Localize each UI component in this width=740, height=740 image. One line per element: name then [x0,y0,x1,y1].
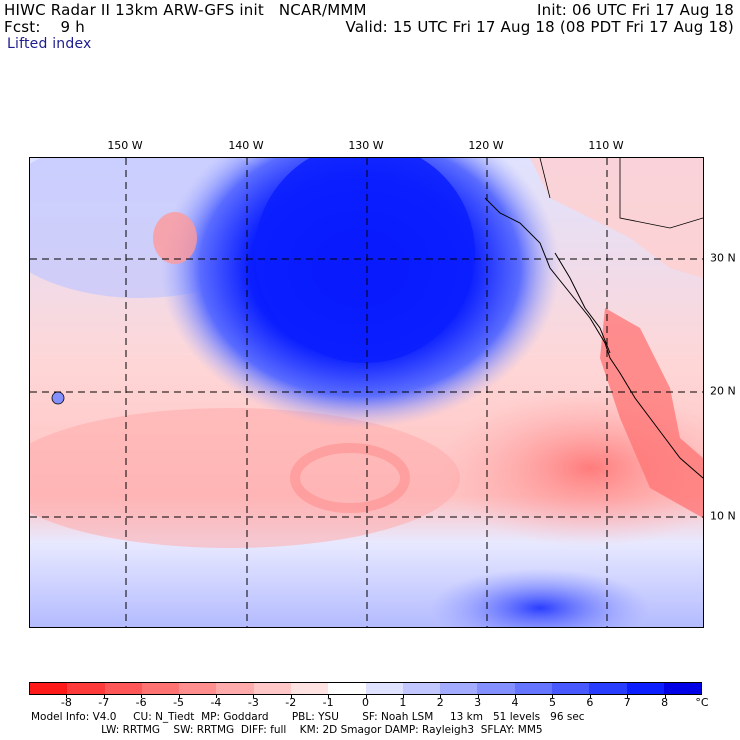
model-title: HIWC Radar II 13km ARW-GFS init NCAR/MMM [4,1,367,19]
colorbar-tick-mark [141,694,143,698]
colorbar-tick-mark [215,694,217,698]
cyclone-ring [290,443,410,513]
lon-label-150w: 150 W [107,139,143,152]
colorbar-tick-mark [440,694,442,698]
map-canvas [30,158,703,627]
colorbar-cell [440,683,478,694]
colorbar-tick-label: 1 [399,696,407,709]
colorbar-tick-label: 2 [436,696,444,709]
colorbar-tick-mark [402,694,404,698]
colorbar-tick-mark [627,694,629,698]
colorbar-cell [253,683,291,694]
colorbar-tick-label: 7 [623,696,631,709]
colorbar-cell [179,683,217,694]
colorbar-cell [104,683,142,694]
colorbar-cell [67,683,105,694]
colorbar-cell [328,683,366,694]
colorbar-cell [365,683,403,694]
colorbar-tick-label: 5 [548,696,556,709]
model-info-line1: Model Info: V4.0 CU: N_Tiedt MP: Goddard… [31,711,585,723]
tropical-warm-band [30,408,460,548]
colorbar-tick-mark [664,694,666,698]
hawaii-island [51,391,65,405]
colorbar-tick-label: -4 [210,696,222,709]
colorbar-cell [626,683,664,694]
colorbar-cell [551,683,590,694]
colorbar-tick-mark [103,694,105,698]
graticule [30,158,703,627]
coastline [484,197,703,479]
colorbar-tick-mark [365,694,367,698]
colorbar-tick-label: -2 [285,696,297,709]
colorbar-tick-mark [589,694,591,698]
colorbar-tick-mark [178,694,180,698]
state-borders [539,158,703,229]
colorbar-tick-label: -6 [135,696,147,709]
baja-coastline [554,252,611,354]
colorbar-unit: °C [695,696,709,709]
lon-label-140w: 140 W [228,139,264,152]
colorbar-tick-label: 0 [362,696,369,709]
field-name: Lifted index [7,36,92,52]
lifted-index-map [29,157,704,628]
colorbar-cell [589,683,627,694]
colorbar-tick-label: 3 [474,696,482,709]
model-info-line2: LW: RRTMG SW: RRTMG DIFF: full KM: 2D Sm… [31,724,543,736]
island-warm-patch [153,212,197,264]
us-land-area [530,158,703,278]
colorbar-cell [514,683,552,694]
colorbar-cell [402,683,441,694]
stable-core-center [255,158,475,363]
colorbar-tick-label: -1 [322,696,334,709]
lon-label-120w: 120 W [468,139,504,152]
south-stable-area [430,568,650,627]
colorbar-cell [663,683,702,694]
colorbar-tick-label: -3 [247,696,259,709]
lat-label-20n: 20 N [710,384,736,398]
lat-label-30n: 30 N [710,251,736,265]
valid-time: Valid: 15 UTC Fri 17 Aug 18 (08 PDT Fri … [345,18,734,36]
colorbar-tick-label: -8 [60,696,72,709]
colorbar-tick-mark [253,694,255,698]
colorbar-tick-mark [515,694,517,698]
colorbar-tick-mark [477,694,479,698]
colorbar-tick-label: 6 [586,696,594,709]
lon-label-110w: 110 W [588,139,624,152]
lon-label-130w: 130 W [348,139,384,152]
colorbar-tick-label: 4 [511,696,519,709]
colorbar-tick-label: -5 [173,696,185,709]
init-time: Init: 06 UTC Fri 17 Aug 18 [537,1,734,19]
colorbar-tick-label: 8 [661,696,669,709]
colorbar-cell [216,683,254,694]
colorbar-cell [477,683,515,694]
colorbar-tick-label: -7 [98,696,110,709]
colorbar-tick-mark [552,694,554,698]
colorbar-cell [30,683,68,694]
colorbar-tick-mark [328,694,330,698]
colorbar-cell [290,683,329,694]
forecast-hour: Fcst: 9 h [4,18,85,36]
colorbar-cell [141,683,180,694]
mexico-warm-strip [600,308,703,518]
lat-label-10n: 10 N [710,509,736,523]
colorbar-tick-mark [66,694,68,698]
colorbar-tick-mark [290,694,292,698]
